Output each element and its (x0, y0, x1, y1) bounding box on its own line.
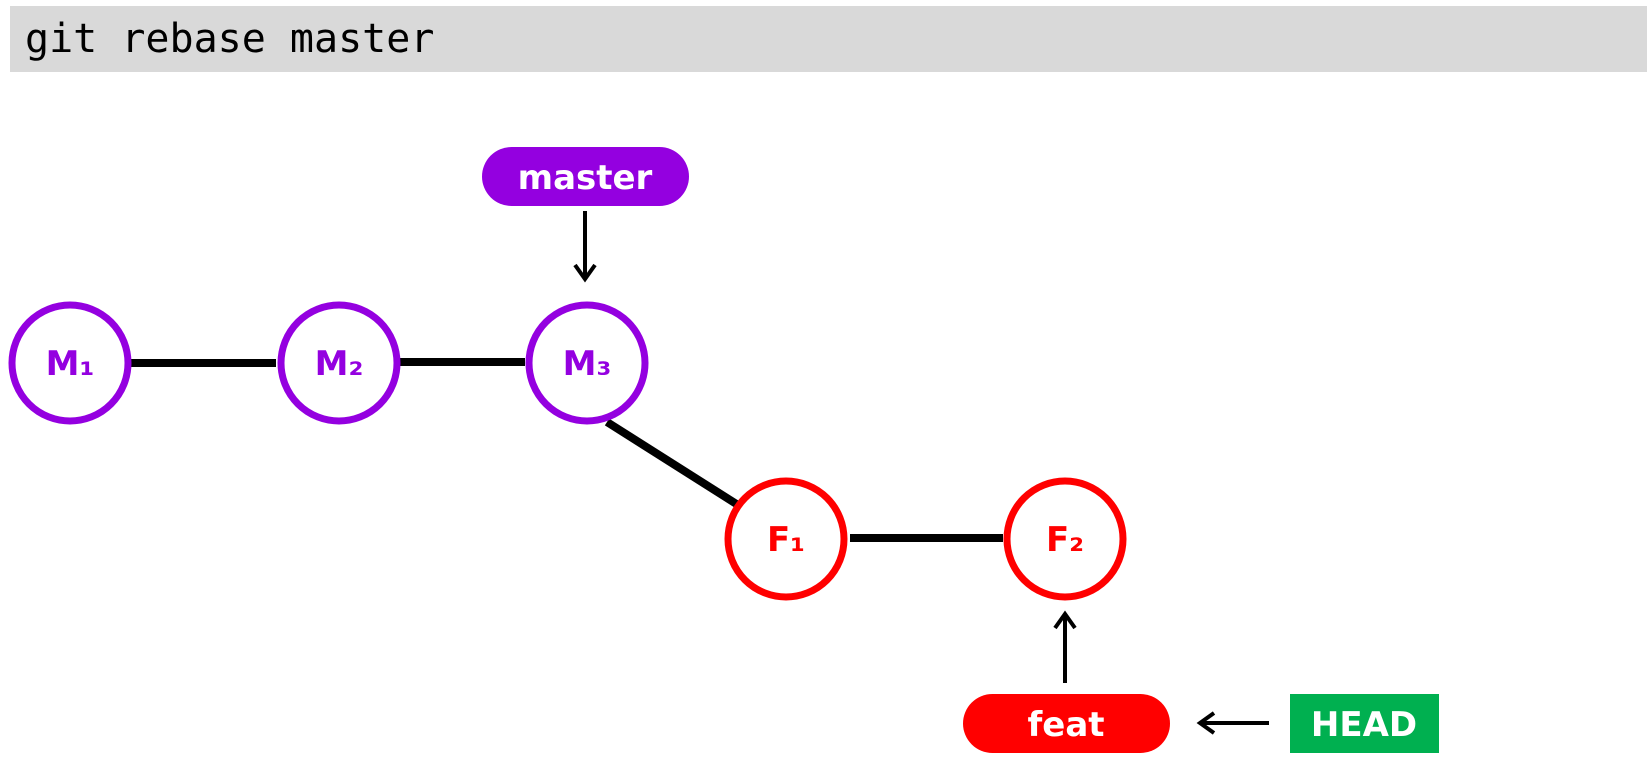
ref-master: master (482, 147, 689, 206)
arrow-left-icon (1196, 711, 1269, 735)
arrow-up-icon (1053, 610, 1077, 683)
commit-f1-label: F₁ (767, 520, 805, 560)
command-bar: git rebase master (10, 6, 1647, 72)
commit-m1-label: M₁ (46, 344, 95, 384)
commit-m3: M₃ (525, 301, 649, 425)
ref-head-label: HEAD (1311, 705, 1417, 745)
ref-master-label: master (518, 158, 653, 198)
edge-m3-f1 (604, 418, 741, 509)
commit-f1: F₁ (724, 477, 848, 601)
commit-m2: M₂ (277, 301, 401, 425)
commit-m3-label: M₃ (563, 344, 612, 384)
commit-f2: F₂ (1003, 477, 1127, 601)
ref-feat-label: feat (1027, 705, 1104, 745)
arrow-down-icon (573, 211, 597, 283)
commit-f2-label: F₂ (1046, 520, 1084, 560)
commit-m1: M₁ (8, 301, 132, 425)
commit-m2-label: M₂ (315, 344, 364, 384)
ref-head: HEAD (1290, 694, 1439, 753)
command-text: git rebase master (25, 16, 435, 62)
ref-feat: feat (963, 694, 1170, 753)
